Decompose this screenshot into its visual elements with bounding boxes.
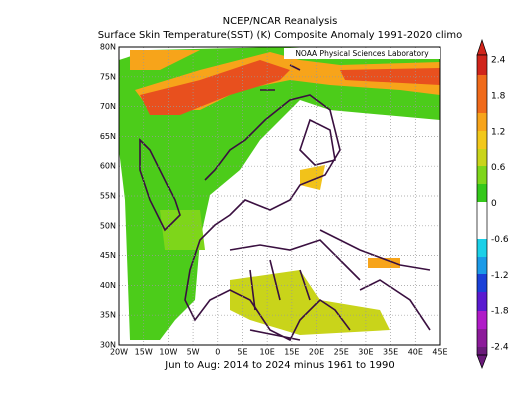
map-frame <box>118 46 441 346</box>
x-label: 10E <box>260 348 275 357</box>
y-label: 75N <box>100 72 116 81</box>
y-label: 80N <box>100 43 116 52</box>
graticule: 20W 15W 10W 5W 0 5E 10E 15E 20E 25E 30E 35E 40E 45E 80… <box>100 43 448 357</box>
x-label: 30E <box>358 348 373 357</box>
y-label: 60N <box>100 162 116 171</box>
x-label: 35E <box>383 348 398 357</box>
colorbar-labels: 2.4 1.8 1.2 0.6 0 -0.6 -1.2 -1.8 -2.4 <box>491 56 509 353</box>
colorbar-label: 1.8 <box>491 91 506 101</box>
x-label: 40E <box>408 348 423 357</box>
colorbar-label: 2.4 <box>491 56 506 66</box>
y-label: 35N <box>100 311 116 320</box>
y-label: 45N <box>100 251 116 260</box>
x-label: 5W <box>187 348 200 357</box>
colorbar-label: -2.4 <box>491 343 509 353</box>
x-label: 5E <box>237 348 247 357</box>
title: NCEP/NCAR Reanalysis <box>223 16 338 27</box>
colorbar-label: 0.6 <box>491 163 506 173</box>
y-label: 50N <box>100 221 116 230</box>
y-label: 70N <box>100 102 116 111</box>
x-label: 0 <box>215 348 220 357</box>
caption: Jun to Aug: 2014 to 2024 minus 1961 to 1… <box>164 360 394 371</box>
subtitle: Surface Skin Temperature(SST) (K) Compos… <box>98 30 463 41</box>
credit: NOAA Physical Sciences Laboratory <box>295 49 429 58</box>
credit-box <box>284 48 440 59</box>
x-label: 10W <box>159 348 177 357</box>
colorbar-label: -1.8 <box>491 307 509 317</box>
colorbar-label: -1.2 <box>491 271 509 281</box>
colorbar-label: 1.2 <box>491 127 505 137</box>
y-label: 65N <box>100 132 116 141</box>
x-label: 25E <box>334 348 349 357</box>
x-label: 15W <box>135 348 153 357</box>
colorbar-label: 0 <box>491 199 497 209</box>
x-label: 15E <box>284 348 299 357</box>
y-label: 55N <box>100 192 116 201</box>
y-label: 40N <box>100 281 116 290</box>
x-label: 20E <box>309 348 324 357</box>
colorbar-label: -0.6 <box>491 235 509 245</box>
colorbar <box>476 38 488 369</box>
y-label: 30N <box>100 341 116 350</box>
x-label: 45E <box>432 348 447 357</box>
x-label: 20W <box>110 348 128 357</box>
